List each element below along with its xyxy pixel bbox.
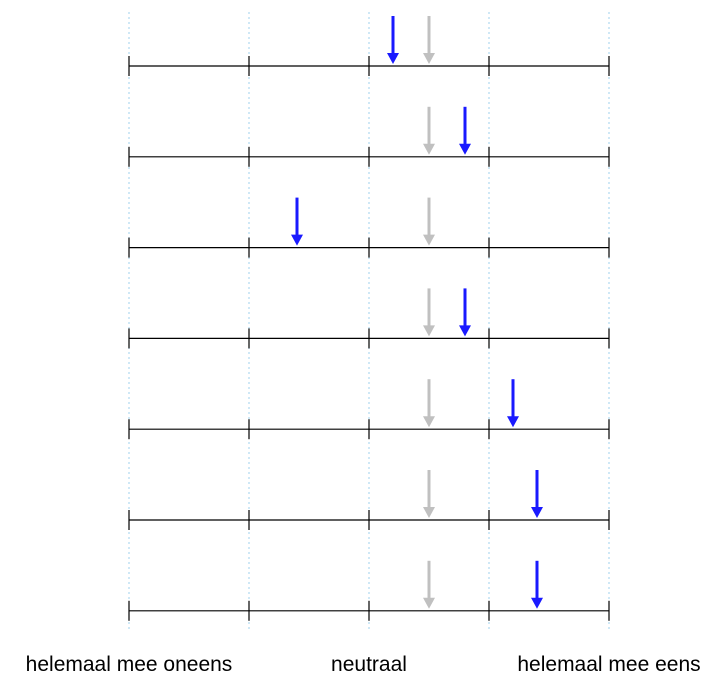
reference-arrow	[423, 379, 435, 428]
scale-rows	[128, 16, 610, 621]
scale-row	[128, 560, 610, 621]
value-arrow	[531, 560, 543, 609]
reference-arrow-head	[423, 416, 435, 428]
scale-row	[128, 197, 610, 258]
reference-arrow-head	[423, 325, 435, 337]
reference-arrow-head	[423, 234, 435, 246]
reference-arrow-head	[423, 143, 435, 155]
scale-row	[128, 470, 610, 530]
reference-arrow	[423, 470, 435, 518]
reference-arrow	[423, 16, 435, 64]
value-arrow-head	[459, 325, 471, 337]
value-arrow-head	[531, 597, 543, 609]
reference-arrow-head	[423, 53, 435, 64]
scale-labels: helemaal mee oneens neutraal helemaal mee …	[26, 653, 701, 675]
value-arrow	[459, 106, 471, 155]
value-arrow-head	[531, 507, 543, 518]
value-arrow-head	[291, 234, 303, 246]
scale-row	[128, 379, 610, 440]
value-arrow	[291, 197, 303, 246]
value-arrow	[459, 288, 471, 337]
scale-row	[128, 288, 610, 349]
reference-arrow-head	[423, 507, 435, 518]
value-arrow-head	[459, 143, 471, 155]
reference-arrow	[423, 560, 435, 609]
reference-arrow	[423, 106, 435, 155]
value-arrow-head	[387, 53, 399, 64]
reference-arrow-head	[423, 597, 435, 609]
scale-row	[128, 106, 610, 167]
xtick-label: neutraal	[331, 653, 407, 675]
scale-row	[128, 16, 610, 76]
xtick-label: helemaal mee eens	[517, 653, 700, 675]
xtick-label: helemaal mee oneens	[26, 653, 233, 675]
grid-lines	[128, 12, 610, 632]
reference-arrow	[423, 288, 435, 337]
reference-arrow	[423, 197, 435, 246]
value-arrow-head	[507, 416, 519, 428]
value-arrow	[387, 16, 399, 64]
value-arrow	[531, 470, 543, 518]
value-arrow	[507, 379, 519, 428]
